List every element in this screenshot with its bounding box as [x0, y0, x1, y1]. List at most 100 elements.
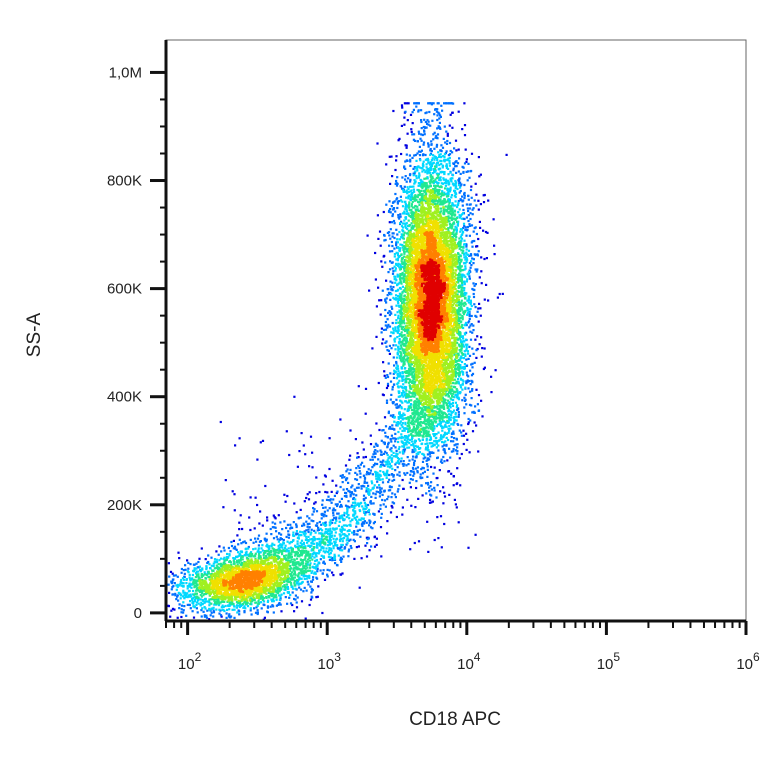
event-dot: [416, 470, 419, 473]
event-dot: [313, 556, 316, 559]
event-dot: [367, 484, 370, 487]
event-dot: [218, 612, 221, 615]
event-dot: [321, 572, 324, 575]
event-dot: [464, 296, 467, 300]
event-dot: [424, 422, 427, 425]
event-dot: [412, 108, 415, 111]
event-dot: [392, 344, 395, 347]
event-dot: [349, 495, 352, 498]
event-dot: [287, 547, 290, 550]
event-dot: [402, 375, 405, 378]
event-dot: [417, 447, 421, 450]
event-dot: [282, 538, 285, 542]
event-dot: [475, 349, 478, 352]
event-dot: [316, 595, 319, 598]
event-dot: [400, 104, 404, 107]
event-dot: [320, 513, 323, 516]
event-dot: [373, 520, 376, 524]
event-dot: [286, 523, 289, 526]
event-dot: [312, 576, 315, 579]
event-dot: [285, 583, 288, 586]
event-dot: [478, 220, 481, 223]
event-dot: [389, 237, 392, 240]
event-dot: [427, 434, 431, 437]
event-dot: [401, 205, 405, 208]
event-dot: [389, 380, 393, 383]
event-dot: [308, 555, 311, 558]
event-dot: [453, 189, 456, 192]
event-dot: [403, 417, 406, 420]
event-dot: [354, 498, 357, 501]
event-dot: [377, 237, 380, 240]
event-dot: [298, 571, 301, 575]
event-dot: [493, 253, 496, 256]
event-dot: [408, 424, 411, 428]
event-dot: [340, 560, 343, 563]
event-dot: [263, 616, 266, 619]
event-dot: [329, 498, 332, 501]
event-dot: [327, 551, 330, 554]
event-dot: [445, 443, 448, 446]
event-dot: [460, 342, 463, 346]
event-dot: [332, 547, 335, 550]
event-dot: [294, 598, 297, 601]
event-dot: [309, 562, 312, 565]
event-dot: [260, 547, 263, 550]
event-dot: [316, 522, 319, 525]
event-dot: [470, 254, 473, 257]
event-dot: [293, 581, 296, 584]
event-dot: [472, 292, 475, 296]
event-dot: [345, 470, 348, 473]
event-dot: [300, 432, 303, 435]
event-dot: [363, 481, 366, 484]
event-dot: [459, 230, 462, 233]
event-dot: [417, 110, 420, 113]
event-dot: [385, 474, 388, 477]
event-dot: [296, 582, 299, 585]
event-dot: [197, 560, 200, 564]
event-dot: [278, 602, 281, 606]
event-dot: [371, 455, 374, 458]
event-dot: [395, 452, 398, 455]
event-dot: [376, 480, 379, 483]
event-dot: [467, 170, 470, 173]
event-dot: [399, 268, 402, 271]
event-dot: [355, 546, 358, 549]
event-dot: [389, 293, 392, 296]
event-dot: [303, 577, 306, 580]
event-dot: [407, 102, 410, 105]
event-dot: [267, 599, 270, 602]
event-dot: [455, 482, 458, 486]
event-dot: [181, 577, 185, 580]
event-dot: [341, 572, 344, 575]
event-dot: [288, 533, 291, 536]
event-dot: [382, 459, 385, 462]
event-dot: [403, 102, 406, 105]
event-dot: [375, 422, 378, 425]
event-dot: [321, 499, 324, 502]
event-dot: [171, 580, 174, 583]
event-dot: [469, 390, 472, 393]
event-dot: [403, 185, 406, 188]
event-dot: [448, 202, 451, 205]
event-dot: [343, 536, 346, 539]
event-dot: [351, 531, 354, 534]
event-dot: [189, 607, 192, 610]
event-dot: [328, 558, 331, 561]
event-dot: [203, 573, 206, 576]
event-dot: [459, 255, 462, 258]
event-dot: [331, 571, 334, 574]
event-dot: [372, 453, 375, 456]
event-dot: [459, 184, 462, 187]
event-dot: [356, 520, 359, 523]
event-dot: [389, 298, 392, 301]
event-dot: [354, 478, 357, 481]
event-dot: [328, 542, 331, 545]
event-dot: [213, 558, 217, 561]
event-dot: [439, 515, 443, 518]
event-dot: [303, 586, 306, 589]
event-dot: [385, 340, 388, 343]
event-dot: [311, 566, 314, 569]
event-dot: [405, 102, 408, 105]
event-dot: [412, 463, 416, 467]
